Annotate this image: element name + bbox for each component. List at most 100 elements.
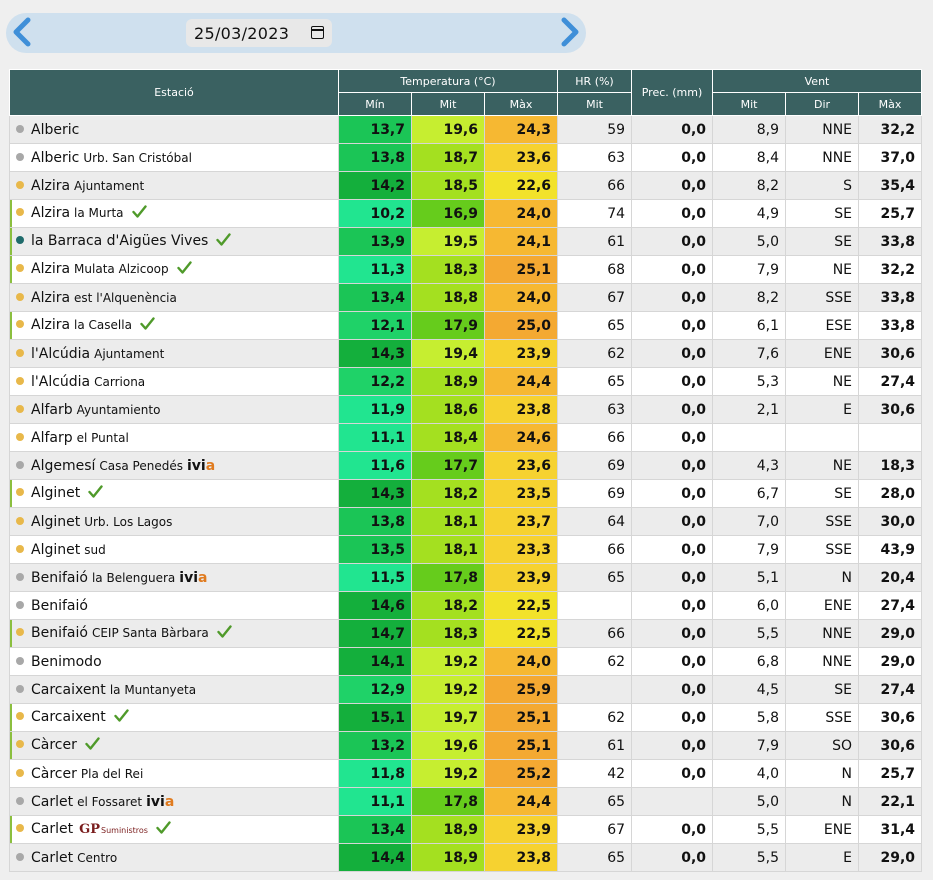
header-wind[interactable]: Vent xyxy=(712,69,923,93)
station-cell[interactable]: Carcaixent la Muntanyeta xyxy=(9,675,339,704)
table-row[interactable]: Càrcer 13,2 19,6 25,1 61 0,0 7,9 SO 30,6 xyxy=(9,731,923,760)
station-cell[interactable]: Benifaió CEIP Santa Bàrbara xyxy=(9,619,339,648)
table-row[interactable]: Alzira la Murta 10,2 16,9 24,0 74 0,0 4,9 SE 25,7 xyxy=(9,199,923,228)
station-cell[interactable]: l'Alcúdia Ajuntament xyxy=(9,339,339,368)
station-cell[interactable]: Alfarb Ayuntamiento xyxy=(9,395,339,424)
header-humidity-avg[interactable]: Mit xyxy=(557,92,633,116)
header-wind-max[interactable]: Màx xyxy=(858,92,923,116)
station-name[interactable]: Alginet xyxy=(31,541,81,558)
wind-max-cell: 30,6 xyxy=(858,395,923,424)
next-day-button[interactable] xyxy=(556,17,584,47)
header-temp-min[interactable]: Mín xyxy=(338,92,412,116)
table-row[interactable]: Alzira est l'Alquenència 13,4 18,8 24,0 67 0,0… xyxy=(9,283,923,312)
station-cell[interactable]: la Barraca d'Aigües Vives xyxy=(9,227,339,256)
header-wind-dir[interactable]: Dir xyxy=(785,92,860,116)
station-cell[interactable]: Alginet Urb. Los Lagos xyxy=(9,507,339,536)
station-cell[interactable]: Càrcer xyxy=(9,731,339,760)
station-cell[interactable]: Alberic Urb. San Cristóbal xyxy=(9,143,339,172)
station-name[interactable]: Carcaixent xyxy=(31,709,106,725)
station-name[interactable]: Càrcer xyxy=(31,765,77,782)
table-row[interactable]: Alberic 13,7 19,6 24,3 59 0,0 8,9 NNE 32,2 xyxy=(9,115,923,144)
station-name[interactable]: Alfarp xyxy=(31,429,73,446)
station-cell[interactable]: Benifaió la Belenguera ivia xyxy=(9,563,339,592)
station-name[interactable]: Benifaió xyxy=(31,625,88,641)
station-cell[interactable]: Benifaió xyxy=(9,591,339,620)
header-temperature[interactable]: Temperatura (°C) xyxy=(337,69,559,93)
station-name[interactable]: Alzira xyxy=(31,317,71,333)
station-cell[interactable]: Alzira est l'Alquenència xyxy=(9,283,339,312)
table-row[interactable]: Alfarb Ayuntamiento 11,9 18,6 23,8 63 0,0 2,1 E 3… xyxy=(9,395,923,424)
wind-dir-cell: ENE xyxy=(785,591,860,620)
station-cell[interactable]: l'Alcúdia Carriona xyxy=(9,367,339,396)
header-temp-max[interactable]: Màx xyxy=(483,92,559,116)
station-name[interactable]: Alberic xyxy=(31,121,80,138)
table-row[interactable]: Alginet 14,3 18,2 23,5 69 0,0 6,7 SE 28,0 xyxy=(9,479,923,508)
table-row[interactable]: Càrcer Pla del Rei 11,8 19,2 25,2 42 0,0 4,0 N 25… xyxy=(9,759,923,788)
station-cell[interactable]: Alzira Ajuntament xyxy=(9,171,339,200)
table-row[interactable]: Benifaió la Belenguera ivia 11,5 17,8 23,9 65 0… xyxy=(9,563,923,592)
table-row[interactable]: Alzira Mulata Alzicoop 11,3 18,3 25,1 68 0,0 7,… xyxy=(9,255,923,284)
table-row[interactable]: la Barraca d'Aigües Vives 13,9 19,5 24,1 61 0… xyxy=(9,227,923,256)
station-cell[interactable]: Carcaixent xyxy=(9,703,339,732)
station-name[interactable]: Benifaió xyxy=(31,569,88,586)
date-input[interactable]: 25/03/2023 xyxy=(186,19,332,47)
station-name[interactable]: Alginet xyxy=(31,485,81,501)
station-cell[interactable]: Alberic xyxy=(9,115,339,144)
header-station[interactable]: Estació xyxy=(9,69,339,116)
station-cell[interactable]: Alginet xyxy=(9,479,339,508)
station-name[interactable]: Alginet xyxy=(31,513,81,530)
station-name[interactable]: Carlet xyxy=(31,821,74,837)
station-name[interactable]: Alzira xyxy=(31,289,71,306)
table-row[interactable]: Benifaió 14,6 18,2 22,5 0,0 6,0 ENE 27,4 xyxy=(9,591,923,620)
station-name[interactable]: Carlet xyxy=(31,793,74,810)
station-name[interactable]: Benimodo xyxy=(31,653,102,670)
station-name[interactable]: l'Alcúdia xyxy=(31,345,91,362)
station-name[interactable]: l'Alcúdia xyxy=(31,373,91,390)
station-name[interactable]: Carcaixent xyxy=(31,681,106,698)
station-cell[interactable]: Alzira Mulata Alzicoop xyxy=(9,255,339,284)
calendar-icon[interactable] xyxy=(311,26,324,39)
header-temp-avg[interactable]: Mit xyxy=(411,92,485,116)
station-cell[interactable]: Càrcer Pla del Rei xyxy=(9,759,339,788)
station-cell[interactable]: Alfarp el Puntal xyxy=(9,423,339,452)
station-name[interactable]: Algemesí xyxy=(31,457,96,474)
station-cell[interactable]: Carlet Centro xyxy=(9,843,339,872)
table-row[interactable]: Benifaió CEIP Santa Bàrbara 14,7 18,3 22,5 66… xyxy=(9,619,923,648)
station-cell[interactable]: Benimodo xyxy=(9,647,339,676)
station-name[interactable]: Càrcer xyxy=(31,737,77,753)
table-row[interactable]: Benimodo 14,1 19,2 24,0 62 0,0 6,8 NNE 29,0 xyxy=(9,647,923,676)
table-row[interactable]: Alzira la Casella 12,1 17,9 25,0 65 0,0 6,1 ESE 3… xyxy=(9,311,923,340)
table-row[interactable]: l'Alcúdia Ajuntament 14,3 19,4 23,9 62 0,0 7,6 E… xyxy=(9,339,923,368)
table-row[interactable]: Algemesí Casa Penedés ivia 11,6 17,7 23,6 69 0,… xyxy=(9,451,923,480)
table-row[interactable]: Alzira Ajuntament 14,2 18,5 22,6 66 0,0 8,2 S 35,… xyxy=(9,171,923,200)
table-row[interactable]: l'Alcúdia Carriona 12,2 18,9 24,4 65 0,0 5,3 NE 2… xyxy=(9,367,923,396)
station-cell[interactable]: Carlet el Fossaret ivia xyxy=(9,787,339,816)
table-row[interactable]: Carlet GPSuministros 13,4 18,9 23,9 67 0,0 5,5 E… xyxy=(9,815,923,844)
previous-day-button[interactable] xyxy=(8,17,36,47)
table-row[interactable]: Alginet sud 13,5 18,1 23,3 66 0,0 7,9 SSE 43,9 xyxy=(9,535,923,564)
table-row[interactable]: Alfarp el Puntal 11,1 18,4 24,6 66 0,0 xyxy=(9,423,923,452)
station-cell[interactable]: Alginet sud xyxy=(9,535,339,564)
station-cell[interactable]: Alzira la Murta xyxy=(9,199,339,228)
header-wind-avg[interactable]: Mit xyxy=(712,92,787,116)
station-cell[interactable]: Carlet GPSuministros xyxy=(9,815,339,844)
table-row[interactable]: Carlet Centro 14,4 18,9 23,8 65 0,0 5,5 E 29,0 xyxy=(9,843,923,872)
station-name[interactable]: la Barraca d'Aigües Vives xyxy=(31,233,209,249)
station-name[interactable]: Alzira xyxy=(31,261,71,277)
wind-dir-cell: NE xyxy=(785,367,860,396)
table-row[interactable]: Carcaixent la Muntanyeta 12,9 19,2 25,9 0,0 4,… xyxy=(9,675,923,704)
station-name[interactable]: Alzira xyxy=(31,177,71,194)
station-cell[interactable]: Alzira la Casella xyxy=(9,311,339,340)
station-name[interactable]: Alzira xyxy=(31,205,71,221)
station-name[interactable]: Carlet xyxy=(31,849,74,866)
station-name[interactable]: Benifaió xyxy=(31,597,88,614)
station-name[interactable]: Alfarb xyxy=(31,401,73,418)
station-cell[interactable]: Algemesí Casa Penedés ivia xyxy=(9,451,339,480)
table-row[interactable]: Carcaixent 15,1 19,7 25,1 62 0,0 5,8 SSE 30,6 xyxy=(9,703,923,732)
table-row[interactable]: Carlet el Fossaret ivia 11,1 17,8 24,4 65 5,0 N 2… xyxy=(9,787,923,816)
header-precipitation[interactable]: Prec. (mm) xyxy=(631,69,714,116)
station-name[interactable]: Alberic xyxy=(31,149,80,166)
table-row[interactable]: Alberic Urb. San Cristóbal 13,8 18,7 23,6 63 0… xyxy=(9,143,923,172)
table-row[interactable]: Alginet Urb. Los Lagos 13,8 18,1 23,7 64 0,0 7,… xyxy=(9,507,923,536)
header-humidity[interactable]: HR (%) xyxy=(557,69,633,93)
